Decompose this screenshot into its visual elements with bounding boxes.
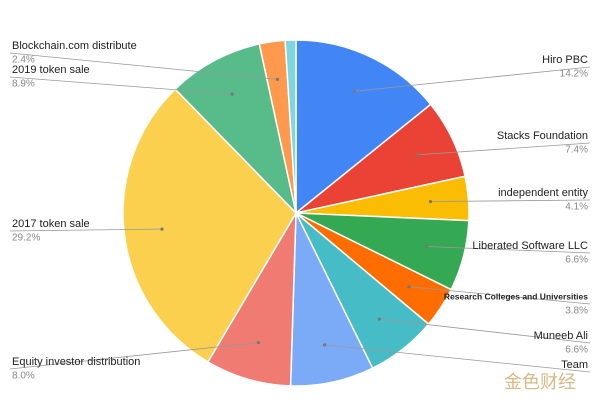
slice-label: Team — [561, 359, 588, 371]
slice-label: Research Colleges and Universities — [444, 291, 588, 301]
watermark: 金色财经 — [504, 372, 576, 392]
slice-label: Hiro PBC — [542, 54, 588, 66]
leader-dot — [425, 244, 429, 249]
leader-dot — [352, 89, 356, 93]
slice-value: 6.6% — [565, 345, 588, 356]
leader-line — [426, 246, 591, 254]
leader-dot — [428, 199, 433, 204]
leader-line — [9, 228, 163, 232]
pie-slice — [284, 39, 297, 214]
leader-line — [379, 318, 591, 344]
slice-value: 2.4% — [12, 55, 35, 66]
leader-line — [324, 344, 591, 373]
slice-value: 14.2% — [560, 69, 588, 80]
slice-label: 2017 token sale — [12, 218, 90, 230]
slice-value: 29.2% — [12, 233, 40, 244]
slice-label: Muneeb Ali — [534, 330, 588, 342]
slice-label: Equity investor distribution — [12, 356, 140, 368]
slice-value: 7.4% — [565, 145, 588, 156]
leader-line — [417, 142, 591, 156]
leader-line — [430, 199, 591, 202]
leader-dot — [323, 343, 327, 347]
slice-label: 2019 token sale — [12, 64, 90, 76]
pie-slice — [174, 43, 298, 216]
pie-slice — [295, 39, 432, 215]
pie-slice — [122, 88, 297, 363]
leader-line — [9, 342, 259, 370]
slice-value: 8.9% — [12, 79, 35, 90]
slice-value: 4.1% — [565, 202, 588, 213]
pie — [122, 39, 470, 387]
slice-value: 3.8% — [565, 306, 588, 317]
leader-dot — [230, 92, 234, 96]
leader-line — [9, 76, 233, 95]
labels: Hiro PBC 14.2% Stacks Foundation 7.4% indepe… — [9, 40, 591, 382]
slice-label: Blockchain.com distribute — [12, 40, 137, 52]
leader-line — [9, 52, 278, 80]
leader-dot — [275, 77, 280, 81]
leader-dot — [407, 285, 411, 289]
leader-line — [408, 286, 591, 305]
leader-line — [354, 66, 591, 92]
slice-label: independent entity — [498, 187, 588, 199]
leader-dot — [160, 227, 164, 231]
leader-dot — [377, 317, 381, 321]
slice-label: Stacks Foundation — [497, 130, 588, 142]
slice-label: Liberated Software LLC — [472, 240, 588, 252]
leader-dot — [256, 340, 260, 345]
leader-dot — [416, 153, 420, 157]
slice-value: 8.0% — [12, 371, 35, 382]
slice-value: 6.6% — [565, 255, 588, 266]
